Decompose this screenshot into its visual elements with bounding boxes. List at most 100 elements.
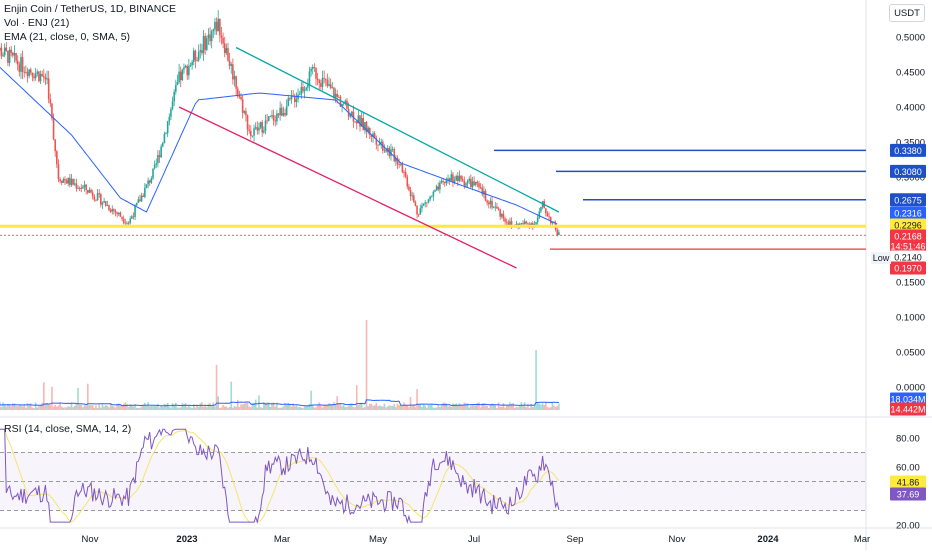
volume-bar bbox=[12, 403, 14, 410]
candle-body bbox=[365, 122, 368, 133]
price-tag-yellow-bg bbox=[890, 218, 926, 232]
candle-body bbox=[205, 38, 208, 50]
candle-body bbox=[323, 77, 325, 79]
volume-bar bbox=[533, 404, 536, 410]
price-tag-countdown: 14:51:46 bbox=[890, 242, 925, 252]
candle-body bbox=[62, 179, 65, 183]
volume-bar bbox=[437, 405, 440, 410]
candle-body bbox=[494, 206, 497, 208]
volume-legend[interactable]: Vol · ENJ (21) bbox=[4, 17, 70, 29]
volume-bar bbox=[354, 407, 356, 410]
volume-bar bbox=[16, 406, 19, 410]
volume-bar bbox=[124, 402, 127, 410]
rsi-tick-label: 60.00 bbox=[896, 463, 920, 474]
volume-tag-ma-bg bbox=[890, 392, 926, 406]
volume-bar bbox=[80, 404, 83, 410]
candle-body bbox=[440, 181, 443, 183]
volume-bar bbox=[253, 402, 255, 410]
candle-body bbox=[370, 134, 373, 137]
volume-bar bbox=[8, 405, 11, 410]
candle-body bbox=[355, 121, 358, 124]
candle-body bbox=[269, 116, 272, 118]
candle-body bbox=[338, 96, 340, 98]
volume-bar bbox=[73, 405, 76, 410]
candle-body bbox=[302, 87, 304, 92]
volume-bar bbox=[311, 404, 314, 410]
rsi-legend[interactable]: RSI (14, close, SMA, 14, 2) bbox=[4, 423, 132, 435]
candle-body bbox=[264, 120, 267, 131]
candle-body bbox=[308, 71, 311, 86]
price-tick-label: 0.3500 bbox=[896, 138, 925, 149]
price-tag-ema: 0.2316 bbox=[894, 209, 922, 219]
candle-body bbox=[96, 193, 99, 201]
candle-body bbox=[2, 55, 4, 57]
price-tag-countdown-bg bbox=[890, 239, 926, 253]
volume-bar bbox=[276, 402, 278, 410]
volume-bar bbox=[426, 407, 428, 410]
volume-bar bbox=[514, 407, 516, 410]
candle-body bbox=[227, 48, 229, 61]
volume-bar bbox=[126, 403, 128, 410]
candle-body bbox=[188, 66, 190, 76]
volume-bar bbox=[553, 405, 555, 410]
volume-bar bbox=[316, 405, 319, 410]
candle-body bbox=[124, 222, 127, 224]
volume-bar bbox=[243, 403, 246, 410]
candle-body bbox=[173, 91, 175, 102]
volume-bar bbox=[152, 406, 154, 410]
candle-body bbox=[474, 181, 477, 186]
candle-body bbox=[33, 76, 35, 79]
candle-body bbox=[214, 21, 216, 30]
candle-body bbox=[298, 94, 301, 96]
volume-bar bbox=[137, 407, 140, 410]
volume-bar bbox=[429, 404, 431, 410]
volume-bar bbox=[450, 406, 453, 410]
volume-bar bbox=[427, 405, 430, 410]
candle-body bbox=[310, 68, 312, 72]
volume-bar bbox=[545, 402, 547, 410]
volume-bar bbox=[129, 404, 131, 410]
candle-body bbox=[220, 35, 223, 38]
volume-bar bbox=[323, 405, 325, 410]
rsi-tick-label: 80.00 bbox=[896, 434, 920, 445]
candle-body bbox=[486, 200, 488, 203]
candle-body bbox=[82, 186, 84, 189]
candle-body bbox=[184, 65, 187, 68]
candle-body bbox=[236, 88, 239, 95]
volume-bar bbox=[230, 381, 233, 410]
symbol-title[interactable]: Enjin Coin / TetherUS, 1D, BINANCE bbox=[4, 3, 176, 15]
candle-body bbox=[70, 178, 73, 185]
candle-body bbox=[215, 21, 218, 32]
volume-bar bbox=[558, 403, 560, 410]
candle-body bbox=[5, 47, 8, 51]
candle-body bbox=[535, 222, 537, 225]
candle-body bbox=[447, 178, 449, 180]
volume-bar bbox=[398, 405, 400, 410]
volume-bar bbox=[267, 402, 270, 410]
time-axis[interactable]: Nov 2023 Mar May Jul Sep Nov 2024 Mar bbox=[82, 534, 871, 545]
candle-body bbox=[134, 205, 136, 217]
volume-bar bbox=[51, 386, 53, 410]
candle-body bbox=[75, 183, 78, 189]
candle-body bbox=[157, 155, 159, 164]
candle-body bbox=[129, 218, 131, 224]
volume-bar bbox=[419, 403, 422, 410]
candle-body bbox=[248, 129, 250, 131]
currency-button[interactable]: USDT bbox=[889, 4, 925, 22]
volume-bar bbox=[287, 402, 290, 410]
candle-body bbox=[313, 67, 316, 68]
ema-legend[interactable]: EMA (21, close, 0, SMA, 5) bbox=[4, 31, 131, 43]
volume-bar bbox=[463, 402, 466, 410]
volume-bar bbox=[204, 405, 206, 410]
volume-bar bbox=[47, 404, 50, 410]
volume-bar bbox=[150, 406, 153, 410]
candle-body bbox=[56, 151, 58, 165]
candle-body bbox=[232, 64, 234, 80]
volume-bar bbox=[282, 406, 285, 410]
volume-bar bbox=[543, 404, 545, 410]
candle-body bbox=[509, 221, 511, 225]
volume-bar bbox=[289, 404, 291, 410]
